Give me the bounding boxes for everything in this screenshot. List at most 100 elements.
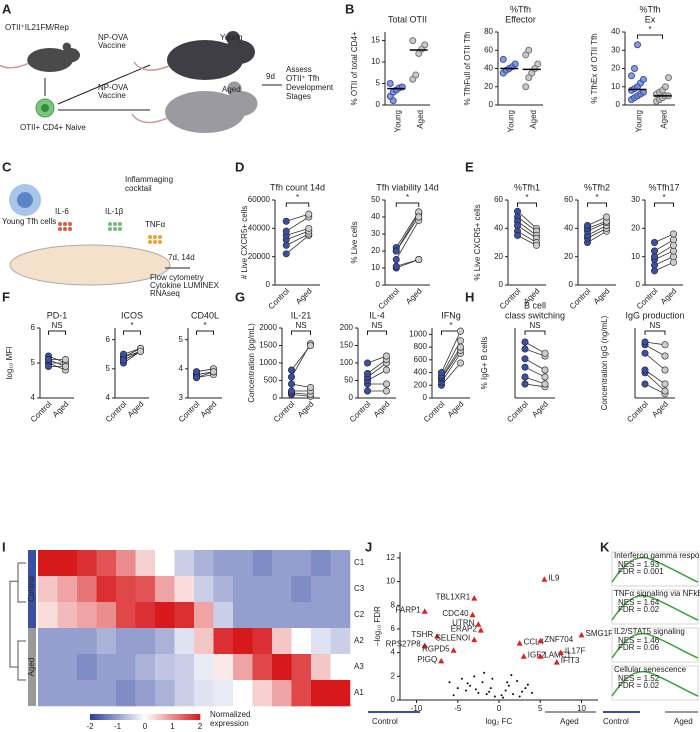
colorbar-cell — [109, 714, 113, 720]
significance: * — [648, 25, 651, 34]
x-tick-label: -5 — [454, 704, 462, 713]
y-tick-label: 5 — [376, 79, 381, 88]
mouse-donor-head — [60, 48, 80, 63]
y-tick-label: 6 — [391, 624, 396, 633]
sig-bracket — [123, 330, 141, 335]
x-tick-label: Control — [635, 286, 660, 311]
mouse-young-tail — [133, 61, 170, 71]
heat-cell — [96, 550, 117, 577]
y-tick-label: 500 — [264, 376, 278, 385]
de-gene — [516, 640, 523, 646]
control-point — [521, 355, 529, 363]
heat-cell — [174, 576, 195, 603]
y-axis-label: % TfhFull of OTII Tfh — [463, 32, 472, 106]
y-axis-label: % Live CXCR5+ cells — [473, 204, 482, 280]
aged-point — [541, 373, 549, 381]
significance: * — [406, 193, 409, 202]
data-point — [409, 37, 417, 45]
data-point — [386, 80, 394, 88]
pair-line — [395, 211, 420, 248]
data-point — [421, 41, 429, 49]
colorbar-cell — [189, 714, 193, 720]
control-point — [287, 387, 295, 395]
gene-point — [483, 671, 486, 674]
heat-cell — [272, 602, 292, 629]
y-tick-label: 0 — [423, 393, 428, 402]
plot-title: Tfh viability 14d — [376, 182, 439, 192]
x-tick-label: Control — [177, 399, 202, 424]
y-tick-label: 2000 — [259, 323, 277, 332]
colorbar-cell — [90, 714, 94, 720]
label: NP-OVA — [98, 33, 129, 42]
heat-cell — [213, 550, 234, 577]
data-point — [412, 71, 420, 79]
y-tick-label: 30 — [371, 229, 380, 238]
label: Young — [220, 33, 242, 42]
pair-line — [441, 350, 461, 380]
gene-point — [477, 691, 480, 694]
colorbar-cell — [156, 714, 160, 720]
colorbar-cell — [175, 714, 179, 720]
significance: NS — [295, 321, 306, 330]
aged-point — [541, 366, 549, 374]
colorbar-cell — [128, 714, 132, 720]
y-tick-label: 20 — [564, 252, 573, 261]
significance: * — [203, 321, 206, 330]
control-point — [363, 359, 371, 367]
y-tick-label: 0 — [376, 100, 381, 109]
heat-cell — [77, 550, 97, 577]
control-point — [287, 366, 295, 374]
row-label: C2 — [354, 610, 365, 619]
panel-letter: B — [345, 1, 354, 16]
heat-cell — [233, 628, 253, 655]
plot-title: B cell — [524, 300, 546, 310]
de-gene — [438, 657, 445, 664]
pair-line — [396, 259, 419, 267]
label: 7d, 14d — [168, 253, 195, 262]
direction-label: Control — [372, 717, 398, 726]
sig-bracket — [644, 330, 666, 335]
enrichment-curve — [611, 670, 699, 697]
x-tick-label: Young — [635, 110, 644, 132]
cytokine-dot — [58, 227, 62, 231]
control-point — [513, 231, 521, 239]
heat-cell — [77, 576, 97, 603]
gene-point — [491, 677, 494, 680]
y-axis-label: Concentration IgG (ng/mL) — [600, 315, 609, 410]
label: NES = 1.93 — [618, 560, 660, 569]
y-axis-label: # Live CXCR5+ cells — [240, 206, 249, 280]
pair-line — [441, 331, 461, 373]
heat-cell — [213, 654, 234, 681]
y-tick-label: 2 — [391, 671, 396, 680]
heat-cell — [291, 576, 312, 603]
colorbar-cell — [114, 714, 118, 720]
gsea-frame — [611, 665, 699, 701]
x-tick-label: Control — [498, 286, 523, 311]
y-tick-label: 0 — [266, 280, 271, 289]
heat-cell — [96, 602, 117, 629]
y-tick-label: 8 — [391, 600, 396, 609]
aged-point — [456, 327, 464, 335]
x-tick-label: Control — [29, 399, 54, 424]
colorbar-cell — [169, 714, 173, 720]
colorbar-cell — [158, 714, 162, 720]
gene-point — [502, 696, 505, 699]
aged-point — [661, 366, 669, 374]
colorbar-cell — [147, 714, 151, 720]
colorbar-cell — [117, 714, 121, 720]
de-gene — [421, 608, 428, 614]
pair-line — [587, 230, 607, 243]
panel-letter: G — [235, 289, 245, 304]
gene-label: PIGQ — [417, 655, 437, 664]
significance: * — [296, 193, 299, 202]
y-tick-label: 5 — [31, 358, 36, 367]
colorbar-cell — [180, 714, 184, 720]
gene-label: TSHR — [411, 630, 433, 639]
significance: * — [595, 193, 598, 202]
pair-line — [286, 216, 309, 232]
colorbar-cell — [172, 714, 176, 720]
heat-cell — [77, 654, 97, 681]
y-tick-label: 1000 — [259, 358, 277, 367]
y-tick-label: 80 — [484, 27, 493, 36]
